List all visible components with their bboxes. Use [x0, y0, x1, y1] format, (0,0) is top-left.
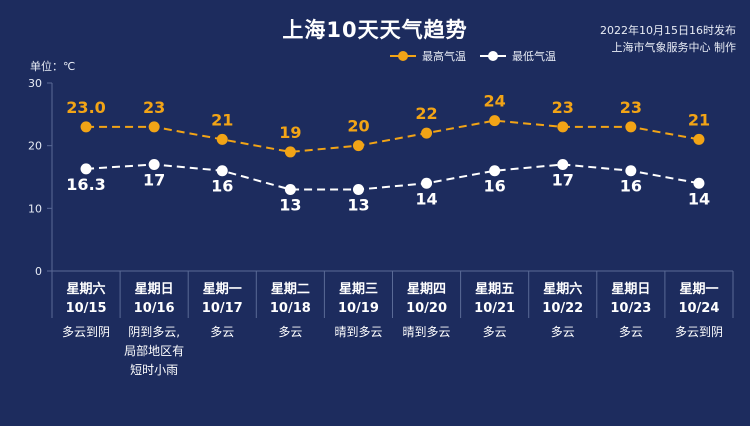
- day-date: 10/21: [474, 301, 515, 316]
- point-high: [352, 140, 364, 152]
- point-high: [625, 121, 637, 133]
- day-weekday: 星期日: [611, 282, 650, 297]
- day-date: 10/15: [66, 301, 107, 316]
- day-weather: 晴到多云: [403, 325, 451, 339]
- point-high: [557, 121, 569, 133]
- publish-time: 2022年10月15日16时发布: [600, 24, 736, 37]
- legend-label-low: 最低气温: [512, 50, 556, 63]
- day-weather: 多云: [483, 325, 507, 339]
- point-high: [216, 133, 228, 145]
- day-weekday: 星期五: [475, 282, 514, 297]
- data-label-low: 13: [279, 196, 301, 215]
- series-line-low: [85, 163, 700, 191]
- data-label-low: 16: [620, 177, 642, 196]
- publish-info: 2022年10月15日16时发布 上海市气象服务中心 制作: [600, 22, 736, 56]
- day-weather: 局部地区有: [124, 343, 184, 358]
- point-low: [80, 163, 92, 175]
- day-weekday: 星期二: [271, 282, 310, 297]
- data-label-high: 21: [211, 110, 233, 129]
- day-weather: 多云到阴: [62, 325, 110, 339]
- data-label-low: 16.3: [66, 175, 105, 194]
- day-weekday: 星期六: [67, 281, 106, 297]
- day-date: 10/22: [542, 301, 583, 316]
- day-weekday: 星期三: [339, 282, 378, 297]
- day-date: 10/19: [338, 301, 379, 316]
- day-weather: 阴到多云,: [128, 325, 180, 339]
- point-low: [148, 158, 160, 170]
- point-high: [284, 146, 296, 158]
- publisher: 上海市气象服务中心 制作: [611, 41, 737, 54]
- point-low: [421, 177, 433, 189]
- data-label-low: 17: [552, 170, 574, 189]
- data-label-high: 23.0: [66, 98, 105, 117]
- day-weekday: 星期一: [203, 282, 242, 297]
- data-label-high: 24: [484, 92, 506, 111]
- chart-title: 上海10天天气趋势: [282, 18, 468, 42]
- legend-swatch-high: [390, 50, 416, 62]
- day-date: 10/20: [406, 301, 447, 316]
- day-weekday: 星期一: [679, 282, 718, 297]
- point-low: [625, 165, 637, 177]
- legend: 最高气温 最低气温: [390, 48, 570, 64]
- data-label-low: 16: [211, 177, 233, 196]
- day-weather: 多云: [210, 325, 234, 339]
- data-label-high: 21: [688, 110, 710, 129]
- y-tick-label: 10: [28, 202, 42, 215]
- day-date: 10/17: [202, 301, 243, 316]
- y-axis-unit: 单位：℃: [30, 60, 76, 73]
- data-label-high: 22: [415, 104, 437, 123]
- day-date: 10/23: [610, 301, 651, 316]
- point-high: [489, 115, 501, 127]
- data-label-low: 14: [415, 189, 437, 208]
- legend-label-high: 最高气温: [422, 50, 466, 63]
- legend-item-high: 最高气温: [390, 48, 466, 64]
- data-label-low: 14: [688, 189, 710, 208]
- day-weather: 多云: [278, 325, 302, 339]
- point-low: [216, 165, 228, 177]
- point-high: [421, 127, 433, 139]
- day-weather: 多云到阴: [675, 325, 723, 339]
- data-label-high: 23: [143, 98, 165, 117]
- data-label-high: 20: [347, 117, 369, 136]
- point-low: [284, 184, 296, 196]
- data-label-high: 23: [620, 98, 642, 117]
- data-label-low: 17: [143, 170, 165, 189]
- day-date: 10/24: [678, 301, 719, 316]
- point-high: [693, 133, 705, 145]
- series-line-high: [86, 119, 700, 153]
- legend-item-low: 最低气温: [480, 48, 556, 64]
- day-weather: 短时小雨: [130, 363, 178, 377]
- day-weekday: 星期四: [407, 282, 446, 297]
- day-date: 10/16: [134, 301, 175, 316]
- point-low: [352, 184, 364, 196]
- data-label-high: 19: [279, 123, 301, 142]
- point-low: [693, 177, 705, 189]
- point-low: [489, 165, 501, 177]
- day-weather: 多云: [619, 325, 643, 339]
- day-date: 10/18: [270, 301, 311, 316]
- day-weather: 晴到多云: [334, 325, 382, 339]
- data-label-low: 16: [484, 177, 506, 196]
- day-weekday: 星期日: [135, 282, 174, 297]
- data-label-low: 13: [347, 196, 369, 215]
- point-high: [80, 121, 92, 133]
- point-low: [557, 158, 569, 170]
- legend-swatch-low: [480, 50, 506, 62]
- day-weekday: 星期六: [543, 281, 582, 297]
- day-weather: 多云: [551, 325, 575, 339]
- point-high: [148, 121, 160, 133]
- y-tick-label: 30: [28, 77, 42, 90]
- data-label-high: 23: [552, 98, 574, 117]
- y-tick-label: 20: [28, 140, 42, 153]
- y-tick-label: 0: [35, 265, 42, 278]
